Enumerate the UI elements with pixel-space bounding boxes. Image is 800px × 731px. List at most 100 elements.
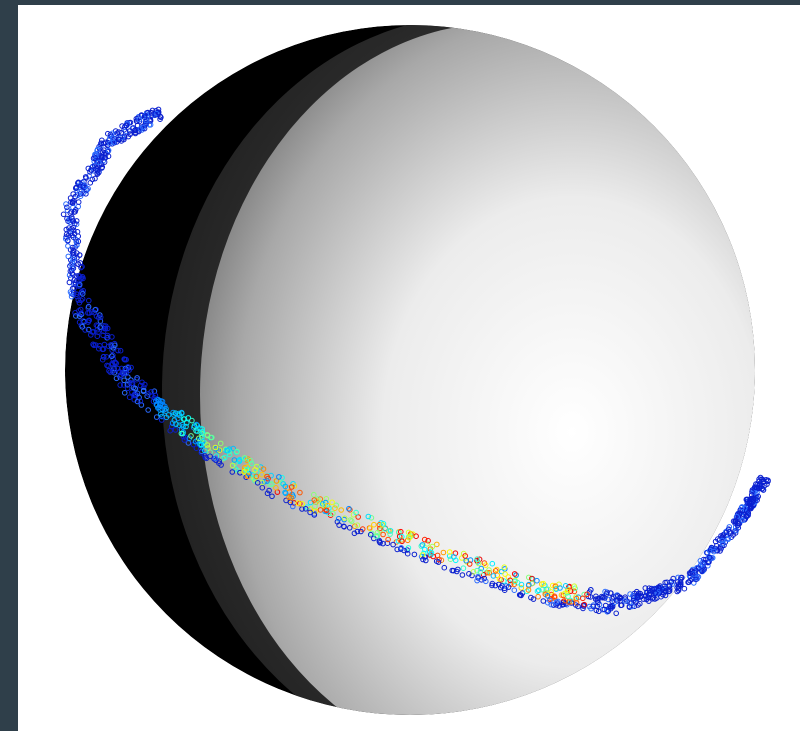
scatter-point (75, 238, 82, 245)
scatter-point (554, 600, 561, 607)
scatter-point (137, 382, 144, 389)
scatter-point (540, 580, 547, 587)
scatter-point (247, 457, 254, 464)
scatter-point (101, 159, 108, 165)
scatter-point (512, 578, 518, 585)
scatter-point (347, 517, 354, 523)
scatter-point (373, 533, 380, 540)
scatter-point (553, 586, 560, 592)
scatter-point (153, 110, 160, 117)
scatter-point (346, 505, 352, 512)
scatter-point (539, 586, 546, 593)
scatter-point (194, 428, 201, 434)
scatter-point (398, 545, 405, 551)
scatter-point (165, 412, 172, 418)
scatter-point (121, 127, 127, 133)
scatter-point (132, 127, 139, 133)
scatter-point (114, 139, 120, 145)
scatter-point (765, 478, 771, 485)
scatter-point (229, 469, 236, 475)
scatter-point (404, 550, 411, 557)
scatter-point (234, 448, 240, 455)
scatter-point (85, 319, 91, 326)
scatter-point (474, 577, 480, 584)
scatter-point (99, 356, 106, 363)
scatter-point (668, 578, 675, 585)
scatter-point (101, 328, 107, 335)
scatter-point (629, 603, 635, 610)
scatter-point (67, 289, 74, 295)
scatter-point (307, 499, 314, 506)
scatter-point (374, 529, 381, 536)
scatter-point (466, 561, 473, 567)
scatter-point (486, 567, 492, 573)
scatter-point (338, 507, 345, 513)
scatter-point (276, 474, 282, 480)
scatter-point (466, 571, 472, 577)
scatter-point (470, 569, 477, 575)
scatter-point (693, 576, 699, 583)
scatter-point (94, 146, 101, 153)
scatter-point (181, 437, 188, 443)
scatter-point (173, 421, 179, 427)
scatter-point (222, 454, 228, 461)
scatter-point (486, 570, 493, 576)
scatter-point (71, 250, 77, 256)
scatter-point (82, 327, 88, 333)
scatter-point (719, 537, 726, 544)
scatter-point (126, 394, 133, 401)
scatter-point (118, 129, 124, 136)
scatter-point (71, 209, 77, 215)
scatter-point (552, 583, 559, 589)
scatter-point (674, 588, 681, 595)
scatter-point (732, 518, 739, 524)
scatter-point (596, 608, 602, 615)
scatter-point (534, 577, 540, 584)
scatter-point (68, 257, 74, 263)
scatter-point (317, 507, 324, 513)
scatter-point (323, 507, 330, 514)
scatter-point (75, 261, 81, 268)
scatter-point (717, 544, 724, 550)
scatter-point (482, 562, 489, 568)
scatter-point (63, 201, 69, 207)
scatter-point (311, 497, 318, 503)
scatter-point (86, 310, 93, 316)
scatter-point (571, 583, 578, 590)
scatter-point (480, 572, 487, 578)
scatter-point (124, 385, 131, 392)
scatter-point (202, 453, 208, 459)
scatter-point (75, 199, 82, 205)
scatter-point (608, 605, 614, 612)
scatter-point (94, 171, 101, 177)
scatter-point (607, 590, 614, 596)
scatter-point (90, 341, 96, 348)
scatter-point (562, 597, 569, 604)
scatter-point (134, 398, 141, 405)
scatter-point (712, 538, 719, 545)
scatter-point (346, 525, 353, 531)
scatter-point (399, 538, 405, 545)
scatter-point (64, 207, 71, 214)
scatter-point (355, 514, 362, 520)
scatter-point (288, 484, 295, 490)
scatter-point (332, 505, 338, 512)
scatter-point (311, 512, 318, 518)
scatter-point (137, 126, 144, 132)
scatter-point (121, 377, 127, 384)
scatter-point (428, 549, 435, 556)
scatter-point (105, 147, 112, 154)
scatter-point (603, 591, 610, 597)
scatter-point (390, 541, 396, 548)
scatter-point (259, 471, 265, 478)
scatter-point (200, 438, 206, 445)
scatter-point (490, 573, 497, 579)
scatter-point (627, 591, 633, 597)
scatter-point (700, 556, 707, 563)
scatter-point (74, 241, 80, 248)
scatter-point (232, 466, 239, 472)
scatter-point (79, 183, 86, 190)
scatter-point (535, 593, 541, 600)
scatter-point (650, 595, 657, 601)
